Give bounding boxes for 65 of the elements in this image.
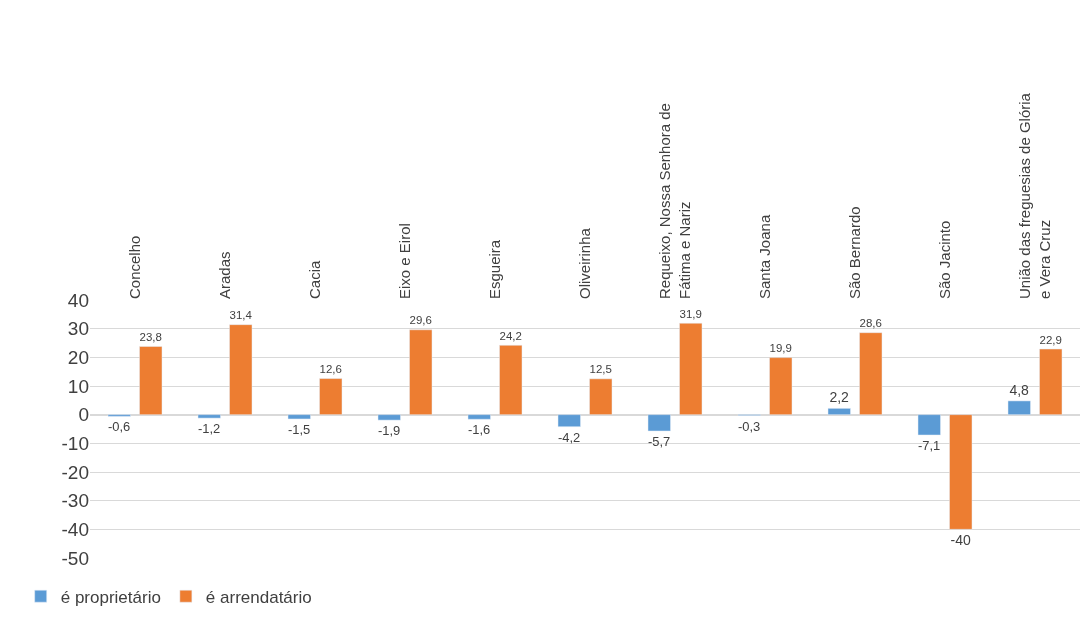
bar bbox=[949, 414, 973, 530]
bar bbox=[499, 345, 523, 415]
data-label: 31,4 bbox=[229, 309, 253, 322]
data-label: 24,2 bbox=[499, 329, 522, 342]
x-tick-label: Requeixo, Nossa Senhora de Fátima e Nariz bbox=[656, 103, 693, 299]
x-tick-label: União das freguesias de Glória e Vera Cruz bbox=[1016, 92, 1053, 299]
data-label: 29,6 bbox=[409, 314, 432, 327]
bar bbox=[467, 414, 491, 420]
bar bbox=[859, 332, 883, 415]
data-label: -40 bbox=[950, 532, 971, 549]
bar bbox=[917, 414, 941, 436]
y-tick-label: -30 bbox=[61, 490, 89, 512]
y-tick-label: -20 bbox=[61, 461, 89, 483]
data-label: -0,3 bbox=[738, 418, 761, 434]
bar bbox=[589, 378, 613, 415]
y-tick-label: -50 bbox=[61, 547, 89, 569]
bar bbox=[769, 357, 793, 415]
bar bbox=[197, 414, 221, 419]
data-label: -7,1 bbox=[918, 438, 941, 454]
x-tick-label: Oliveirinha bbox=[575, 227, 593, 299]
bar bbox=[377, 414, 401, 421]
legend-label: é arrendatário bbox=[205, 587, 312, 607]
x-tick-label: São Bernardo bbox=[845, 206, 863, 299]
y-tick-label: 10 bbox=[67, 375, 89, 397]
data-label: -1,2 bbox=[198, 421, 221, 437]
data-label: -5,7 bbox=[648, 434, 671, 450]
bar bbox=[139, 346, 163, 415]
data-label: 19,9 bbox=[769, 342, 792, 355]
data-label: -1,9 bbox=[378, 423, 401, 439]
bar bbox=[319, 378, 343, 415]
bar bbox=[287, 414, 311, 420]
y-tick-label: -40 bbox=[61, 518, 89, 540]
y-tick-label: 30 bbox=[67, 318, 89, 340]
bar bbox=[679, 322, 703, 415]
legend-label: é proprietário bbox=[60, 587, 161, 607]
data-label: 12,5 bbox=[589, 363, 612, 376]
y-tick-label: 0 bbox=[78, 404, 89, 426]
bar bbox=[1007, 400, 1031, 415]
bar bbox=[647, 414, 671, 432]
bar bbox=[1039, 348, 1063, 415]
x-tick-label: São Jacinto bbox=[935, 220, 953, 299]
data-label: -4,2 bbox=[558, 429, 581, 445]
y-tick-label: 20 bbox=[67, 346, 89, 368]
data-label: 28,6 bbox=[859, 317, 882, 330]
data-label: -1,5 bbox=[288, 421, 311, 437]
data-label: 23,8 bbox=[139, 330, 162, 343]
data-label: -0,6 bbox=[108, 419, 131, 435]
data-label: 31,9 bbox=[679, 307, 702, 320]
data-label: 22,9 bbox=[1039, 333, 1062, 346]
y-tick-label: -10 bbox=[61, 432, 89, 454]
bar bbox=[409, 329, 433, 415]
y-tick-label: 40 bbox=[67, 289, 89, 311]
x-tick-label: Esgueira bbox=[485, 239, 503, 299]
data-label: 12,6 bbox=[319, 363, 342, 376]
x-tick-label: Cacia bbox=[305, 259, 323, 299]
x-tick-label: Santa Joana bbox=[755, 214, 773, 299]
bar bbox=[557, 414, 581, 427]
x-tick-label: Concelho bbox=[125, 235, 143, 299]
data-label: 2,2 bbox=[829, 389, 850, 406]
x-tick-label: Aradas bbox=[215, 251, 233, 299]
bar bbox=[827, 408, 851, 415]
bar bbox=[229, 324, 253, 415]
data-label: -1,6 bbox=[468, 422, 491, 438]
x-tick-label: Eixo e Eirol bbox=[395, 223, 413, 299]
data-label: 4,8 bbox=[1009, 381, 1030, 398]
